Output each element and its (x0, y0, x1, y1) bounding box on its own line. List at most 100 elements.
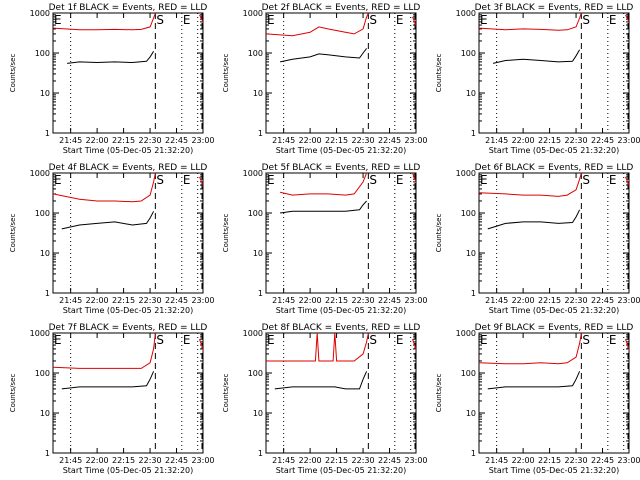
x-tick-label: 22:30 (352, 296, 375, 305)
x-tick-label: 21:45 (272, 456, 295, 465)
x-tick-label: 21:45 (59, 136, 82, 145)
x-tick-label: 21:45 (272, 296, 295, 305)
panel-title: Det 9f BLACK = Events, RED = LLD (475, 323, 634, 333)
x-tick-label: 22:15 (112, 136, 135, 145)
x-tick-label: 23:00 (191, 456, 214, 465)
lld-series-line (266, 13, 369, 37)
y-axis-label: Counts/sec (435, 54, 443, 93)
y-tick-label: 10 (253, 409, 263, 418)
x-tick-label: 22:00 (299, 296, 322, 305)
x-tick-label: 21:45 (485, 456, 508, 465)
marker-label: E (396, 173, 404, 187)
y-tick-label: 1000 (456, 9, 476, 18)
panel-6: Det 6f BLACK = Events, RED = LLD 1 10 100 10… (435, 163, 640, 315)
x-axis-label: Start Time (05-Dec-05 21:32:20) (276, 306, 407, 315)
lld-tail-line (412, 173, 416, 185)
y-tick-label: 100 (461, 209, 476, 218)
marker-label: E (480, 173, 488, 187)
y-axis-label: Counts/sec (222, 54, 230, 93)
y-axis-label: Counts/sec (435, 374, 443, 413)
x-tick-label: 22:15 (112, 456, 135, 465)
marker-label: S (156, 333, 164, 347)
panel-1: Det 1f BLACK = Events, RED = LLD 1 10 100 10… (9, 3, 215, 155)
x-tick-label: 22:30 (565, 456, 588, 465)
plot-frame (478, 12, 630, 134)
lld-tail-line (199, 176, 203, 188)
panel-title: Det 5f BLACK = Events, RED = LLD (262, 163, 421, 173)
panel-title: Det 3f BLACK = Events, RED = LLD (475, 3, 634, 13)
x-tick-label: 22:30 (352, 456, 375, 465)
y-tick-label: 1000 (30, 9, 50, 18)
events-series-line (280, 200, 367, 214)
x-tick-label: 22:00 (299, 136, 322, 145)
y-tick-label: 1000 (30, 329, 50, 338)
y-tick-label: 1000 (30, 169, 50, 178)
x-tick-label: 21:45 (485, 136, 508, 145)
marker-label: E (267, 173, 275, 187)
x-tick-label: 22:45 (591, 296, 614, 305)
marker-label: S (369, 173, 377, 187)
x-tick-label: 22:45 (591, 456, 614, 465)
panel-5: Det 5f BLACK = Events, RED = LLD 1 10 100 10… (222, 163, 428, 315)
x-tick-label: 22:00 (86, 296, 109, 305)
x-axis-label: Start Time (05-Dec-05 21:32:20) (63, 306, 194, 315)
plot-frame (478, 332, 630, 454)
y-axis-label: Counts/sec (435, 214, 443, 253)
lld-series-line (279, 173, 368, 196)
marker-label: E (183, 333, 191, 347)
x-tick-label: 21:45 (272, 136, 295, 145)
panel-title: Det 4f BLACK = Events, RED = LLD (49, 163, 208, 173)
x-tick-label: 22:15 (325, 136, 348, 145)
y-tick-label: 100 (35, 209, 50, 218)
y-tick-label: 10 (253, 89, 263, 98)
lld-tail-line (412, 339, 416, 353)
panel-8: Det 8f BLACK = Events, RED = LLD 1 10 100 10… (222, 323, 428, 475)
y-tick-label: 10 (466, 409, 476, 418)
marker-label: E (54, 173, 62, 187)
y-tick-label: 1000 (243, 9, 263, 18)
marker-label: S (156, 173, 164, 187)
x-axis-label: Start Time (05-Dec-05 21:32:20) (276, 466, 407, 475)
events-series-line (487, 209, 581, 230)
x-tick-label: 22:30 (139, 456, 162, 465)
lld-series-line (479, 13, 582, 31)
lld-tail-line (199, 339, 203, 353)
y-tick-label: 100 (248, 209, 263, 218)
marker-label: E (480, 13, 488, 27)
panel-title: Det 1f BLACK = Events, RED = LLD (49, 3, 208, 13)
lld-tail-line (625, 14, 629, 24)
marker-label: S (582, 173, 590, 187)
x-tick-label: 22:30 (139, 136, 162, 145)
marker-label: E (609, 173, 617, 187)
x-tick-label: 22:30 (565, 136, 588, 145)
x-axis-label: Start Time (05-Dec-05 21:32:20) (489, 306, 620, 315)
lld-series-line (479, 333, 582, 365)
marker-label: E (609, 333, 617, 347)
y-tick-label: 1 (258, 289, 263, 298)
events-series-line (279, 48, 367, 63)
x-tick-label: 23:00 (191, 136, 214, 145)
x-tick-label: 22:00 (512, 456, 535, 465)
events-series-line (274, 371, 368, 390)
panel-title: Det 8f BLACK = Events, RED = LLD (262, 323, 421, 333)
y-tick-label: 1 (45, 449, 50, 458)
y-tick-label: 100 (461, 369, 476, 378)
y-tick-label: 1000 (243, 169, 263, 178)
lld-tail-line (625, 176, 629, 188)
x-axis-label: Start Time (05-Dec-05 21:32:20) (276, 146, 407, 155)
x-tick-label: 21:45 (59, 296, 82, 305)
marker-label: E (183, 173, 191, 187)
y-tick-label: 1000 (456, 329, 476, 338)
x-tick-label: 22:45 (165, 296, 188, 305)
x-axis-label: Start Time (05-Dec-05 21:32:20) (489, 146, 620, 155)
x-tick-label: 23:00 (404, 296, 427, 305)
x-tick-label: 22:15 (538, 136, 561, 145)
y-axis-label: Counts/sec (9, 214, 17, 253)
panel-2: Det 2f BLACK = Events, RED = LLD 1 10 100 10… (222, 3, 428, 155)
marker-label: E (183, 13, 191, 27)
x-tick-label: 22:45 (378, 296, 401, 305)
x-tick-label: 22:30 (352, 136, 375, 145)
x-tick-label: 23:00 (404, 456, 427, 465)
panel-title: Det 2f BLACK = Events, RED = LLD (262, 3, 421, 13)
y-tick-label: 10 (253, 249, 263, 258)
